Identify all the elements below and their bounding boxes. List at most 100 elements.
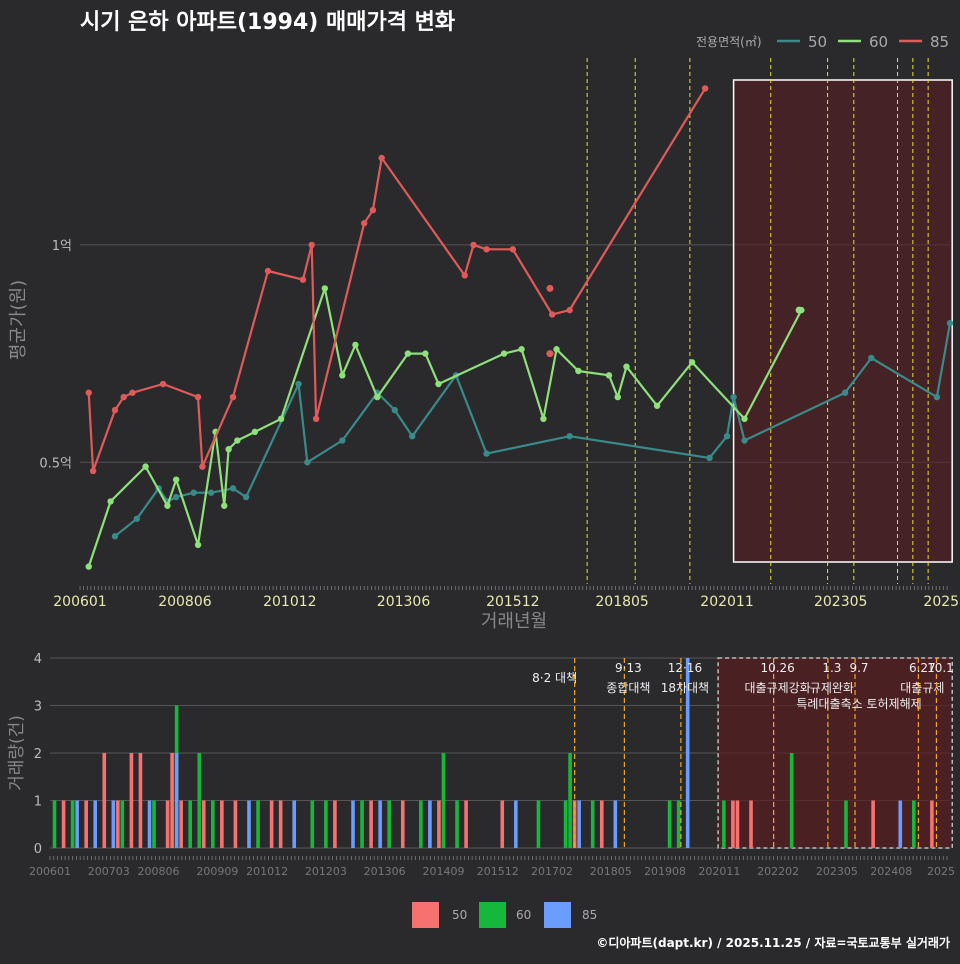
volume-bar-50 — [572, 800, 577, 848]
series-point-60 — [553, 346, 560, 353]
volume-bar-50 — [179, 800, 183, 848]
volume-bar-50 — [138, 753, 143, 848]
series-point-85 — [566, 306, 573, 314]
bottom-x-tick-label: 202408 — [870, 865, 912, 878]
series-point-85 — [369, 206, 377, 214]
series-point-60 — [107, 498, 114, 505]
bottom-x-tick-label: 202305 — [816, 865, 858, 878]
volume-bar-60 — [360, 800, 364, 848]
volume-bar-85 — [174, 753, 179, 848]
volume-bar-50 — [749, 800, 753, 848]
volume-bar-50 — [170, 753, 174, 848]
top-x-tick-label: 200601 — [53, 594, 106, 610]
bottom-x-tick-label: 201908 — [644, 865, 686, 878]
volume-bar-50 — [165, 800, 170, 848]
series-point-85 — [89, 467, 97, 475]
volume-bar-60 — [722, 800, 726, 848]
bottom-x-tick-label: 202011 — [698, 865, 740, 878]
volume-bar-50 — [201, 800, 206, 848]
top-y-tick-label: 1억 — [52, 239, 72, 254]
top-x-tick-label: 201512 — [486, 594, 539, 610]
bottom-x-tick-label: 201805 — [590, 865, 632, 878]
volume-bar-85 — [428, 800, 432, 848]
series-point-50 — [391, 406, 398, 414]
volume-bar-60 — [844, 800, 848, 848]
top-x-tick-label: 202011 — [700, 594, 753, 610]
volume-bar-60 — [563, 800, 568, 848]
series-point-85 — [85, 389, 92, 396]
volume-bar-60 — [667, 800, 672, 848]
legend-title: 전용면적(㎡) — [696, 35, 762, 49]
series-point-85 — [360, 219, 368, 227]
volume-bar-50 — [369, 800, 373, 848]
volume-bar-60 — [310, 800, 315, 848]
bottom-x-tick-label: 200703 — [88, 865, 130, 878]
policy-label: 12·16 — [668, 661, 702, 675]
volume-bar-60 — [912, 800, 916, 848]
volume-bar-60 — [52, 800, 57, 848]
series-point-60 — [435, 380, 442, 388]
top-x-tick-label: 2025 — [923, 594, 959, 610]
volume-bar-50 — [84, 800, 88, 848]
series-point-60 — [339, 372, 346, 379]
bottom-x-tick-label: 201203 — [305, 865, 347, 878]
bottom-x-tick-label: 201306 — [364, 865, 406, 878]
chart-title: 시기 은하 아파트(1994) 매매가격 변화 — [80, 10, 455, 35]
volume-bar-60 — [789, 753, 794, 848]
bottom-y-tick-label: 4 — [34, 652, 42, 667]
policy-label-sub: 종합대책 — [606, 680, 650, 695]
volume-bar-85 — [247, 800, 251, 848]
bottom-x-tick-label: 200806 — [138, 865, 180, 878]
series-point-50 — [242, 493, 250, 501]
policy-label-sub: 18차대책 — [661, 680, 709, 695]
policy-label: 9·13 — [615, 661, 642, 675]
series-point-85 — [229, 393, 237, 401]
series-point-50 — [229, 485, 237, 492]
series-point-85 — [129, 389, 136, 396]
bar-legend: 50 60 85 — [412, 902, 597, 928]
top-x-tick-label: 201012 — [263, 594, 316, 610]
bottom-x-tick-label: 201012 — [246, 865, 288, 878]
series-point-60 — [623, 363, 630, 370]
bottom-x-tick-label: 201512 — [477, 865, 519, 878]
series-point-60 — [251, 428, 259, 436]
series-point-60 — [225, 446, 232, 453]
series-point-60 — [172, 476, 180, 483]
bottom-x-tick-label: 200601 — [29, 865, 71, 878]
volume-bar-plot: 0 1 2 3 4 8·2 대책 9·13 종합대책 12·16 18차대책 10.26 대출규제강화… — [29, 652, 955, 878]
volume-bar-85 — [351, 800, 355, 848]
volume-bar-60 — [197, 753, 202, 848]
bar-legend-label-85: 85 — [582, 908, 597, 922]
series-point-50 — [730, 393, 737, 401]
series-point-60 — [575, 367, 582, 375]
series-point-50 — [566, 432, 573, 440]
bottom-x-tick-label: 200909 — [196, 865, 238, 878]
series-point-60 — [277, 415, 285, 423]
top-x-axis-label: 거래년월 — [481, 611, 547, 632]
series-point-85 — [299, 276, 307, 283]
bottom-x-tick-label: 201702 — [531, 865, 573, 878]
series-point-50 — [111, 532, 119, 540]
series-point-50 — [946, 319, 954, 327]
bar-legend-swatch-50 — [412, 902, 439, 928]
bottom-y-axis-label: 거래량(건) — [7, 715, 27, 791]
series-point-50 — [409, 432, 416, 440]
volume-bar-50 — [400, 800, 405, 848]
volume-bar-50 — [731, 800, 735, 848]
extra-point-85 — [546, 284, 554, 292]
policy-label: 1.3 — [822, 661, 841, 675]
volume-bar-60 — [441, 753, 446, 848]
bottom-y-tick-label: 3 — [34, 700, 42, 715]
volume-bar-85 — [378, 800, 382, 848]
volume-bar-50 — [220, 800, 224, 848]
volume-bar-60 — [387, 800, 391, 848]
volume-bar-60 — [120, 800, 125, 848]
series-point-60 — [540, 415, 547, 423]
volume-bar-60 — [676, 800, 681, 848]
volume-bar-85 — [292, 800, 297, 848]
series-point-60 — [194, 541, 202, 549]
series-point-50 — [841, 389, 849, 396]
series-point-60 — [85, 563, 92, 570]
volume-bar-85 — [613, 800, 618, 848]
